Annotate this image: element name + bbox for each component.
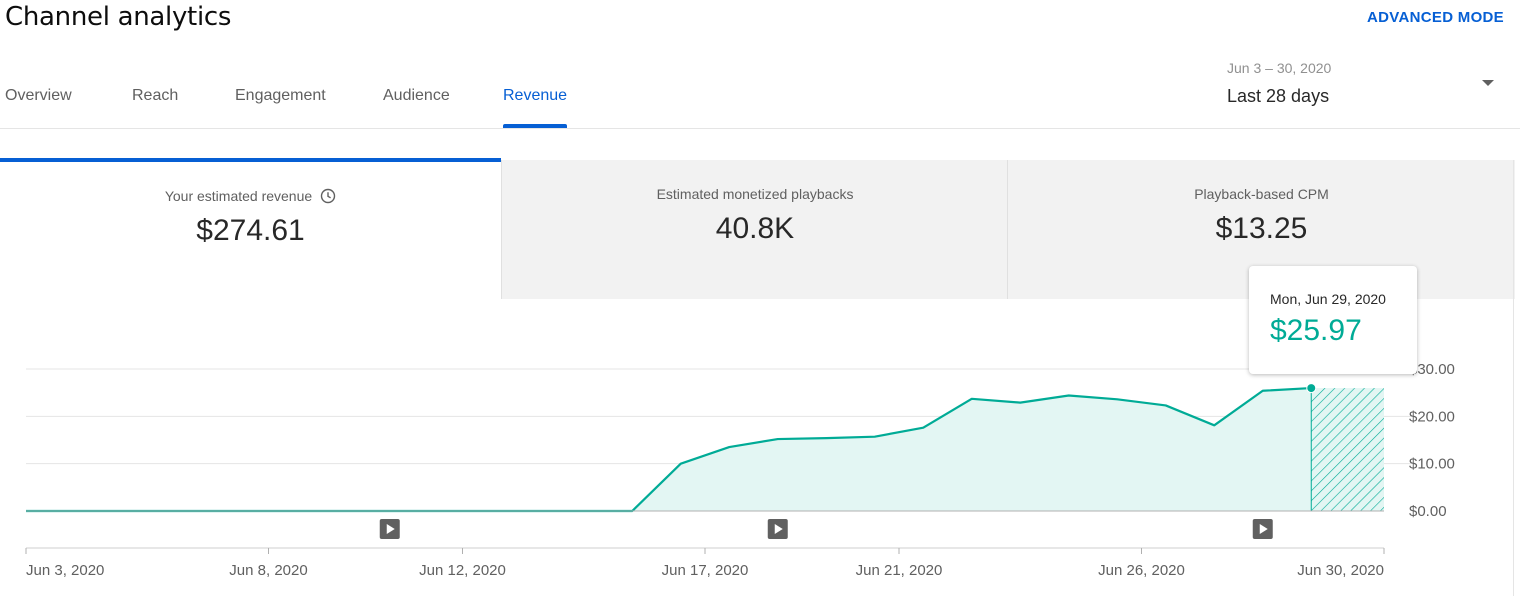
partial-day-region	[1311, 388, 1384, 511]
header-divider	[0, 128, 1520, 129]
x-tick-label: Jun 3, 2020	[26, 562, 104, 579]
chart-tooltip: Mon, Jun 29, 2020 $25.97	[1249, 266, 1417, 374]
metric-label-text: Your estimated revenue	[164, 188, 313, 204]
tab-audience[interactable]: Audience	[383, 87, 450, 104]
video-marker-icon[interactable]	[1252, 519, 1273, 539]
play-icon	[774, 524, 783, 534]
video-marker-icon[interactable]	[767, 519, 788, 539]
date-range-label: Last 28 days	[1227, 86, 1330, 106]
clock-icon[interactable]	[320, 188, 336, 207]
active-tab-indicator	[503, 124, 567, 128]
metric-value: $13.25	[1215, 212, 1308, 245]
chevron-down-icon	[1482, 80, 1494, 86]
series-area	[26, 388, 1312, 511]
y-tick-label: $30.00	[1409, 361, 1455, 378]
tooltip-value: $25.97	[1270, 314, 1362, 347]
date-range-dropdown[interactable]: Jun 3 – 30, 2020 Last 28 days	[1226, 58, 1506, 114]
date-range-text: Jun 3 – 30, 2020	[1227, 60, 1332, 76]
video-marker-icon[interactable]	[379, 519, 400, 539]
tab-overview[interactable]: Overview	[5, 87, 72, 104]
x-tick-label: Jun 8, 2020	[229, 562, 307, 579]
y-tick-label: $10.00	[1409, 456, 1455, 473]
tab-revenue[interactable]: Revenue	[503, 87, 568, 104]
play-icon	[1259, 524, 1268, 534]
play-icon	[386, 524, 395, 534]
x-tick-label: Jun 17, 2020	[662, 562, 749, 579]
metric-label: Your estimated revenue	[0, 188, 501, 207]
page-title: Channel analytics	[5, 2, 232, 32]
x-tick-label: Jun 12, 2020	[419, 562, 506, 579]
x-tick-label: Jun 21, 2020	[856, 562, 943, 579]
tab-reach[interactable]: Reach	[132, 87, 179, 104]
x-tick-label: Jun 26, 2020	[1098, 562, 1185, 579]
tab-engagement[interactable]: Engagement	[235, 87, 326, 104]
metric-value: $274.61	[196, 214, 305, 247]
metric-card-revenue[interactable]: Your estimated revenue $274.61	[0, 158, 501, 303]
y-tick-label: $0.00	[1409, 503, 1447, 520]
metric-label: Playback-based CPM	[1194, 186, 1329, 202]
x-tick-label: Jun 30, 2020	[1297, 562, 1384, 579]
metric-card-playbacks[interactable]: Estimated monetized playbacks 40.8K	[501, 160, 1008, 299]
panel-border	[1513, 160, 1514, 596]
tooltip-date: Mon, Jun 29, 2020	[1270, 291, 1386, 307]
advanced-mode-button[interactable]: ADVANCED MODE	[1367, 9, 1504, 26]
metric-value: 40.8K	[715, 212, 795, 245]
y-tick-label: $20.00	[1409, 408, 1455, 425]
highlighted-point	[1306, 383, 1317, 394]
metric-label: Estimated monetized playbacks	[656, 186, 854, 202]
